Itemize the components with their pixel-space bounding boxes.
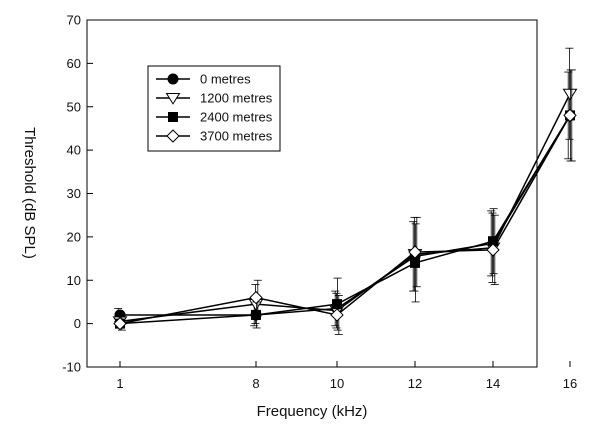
y-tick-label: 0	[74, 316, 81, 331]
data-point	[562, 88, 578, 101]
x-axis-title: Frequency (kHz)	[257, 403, 368, 420]
legend-label: 2400 metres	[200, 110, 273, 125]
data-point	[113, 316, 127, 331]
series-layer	[112, 47, 578, 335]
y-tick-label: 50	[67, 99, 81, 114]
series-line	[119, 115, 571, 325]
x-tick-label: 16	[563, 376, 577, 391]
legend-marker	[168, 112, 178, 122]
legend-marker	[167, 73, 179, 85]
legend-marker	[165, 92, 181, 105]
data-point	[486, 243, 500, 257]
x-tick-label: 10	[330, 376, 344, 391]
series-3700-metres	[113, 69, 577, 335]
y-tick-label: 40	[67, 143, 81, 158]
x-tick-label: 14	[486, 376, 500, 391]
series-line	[119, 93, 571, 323]
x-tick-label: 8	[252, 376, 259, 391]
data-point	[332, 299, 342, 310]
legend-label: 3700 metres	[200, 129, 273, 144]
data-point	[330, 308, 344, 322]
data-point	[249, 290, 263, 305]
legend-label: 1200 metres	[200, 91, 273, 106]
legend-marker	[166, 129, 180, 143]
y-axis: -10 0 10 20 30 40 50 60 70	[62, 13, 93, 375]
y-axis-title: Threshold (dB SPL)	[21, 127, 38, 259]
x-axis: 1 8 10 12 14 16	[116, 361, 577, 391]
y-tick-label: -10	[62, 360, 81, 375]
y-tick-label: 30	[67, 186, 81, 201]
y-tick-label: 60	[67, 56, 81, 71]
legend: 0 metres 1200 metres 2400 metres 3700 metre…	[147, 65, 281, 152]
legend-label: 0 metres	[200, 72, 251, 87]
data-point	[563, 108, 577, 123]
y-tick-label: 20	[67, 229, 81, 244]
data-point	[408, 245, 422, 259]
y-tick-label: 70	[67, 13, 81, 28]
y-tick-label: 10	[67, 273, 81, 288]
x-tick-label: 12	[408, 376, 422, 391]
data-point	[410, 257, 420, 268]
x-tick-label: 1	[116, 376, 123, 391]
